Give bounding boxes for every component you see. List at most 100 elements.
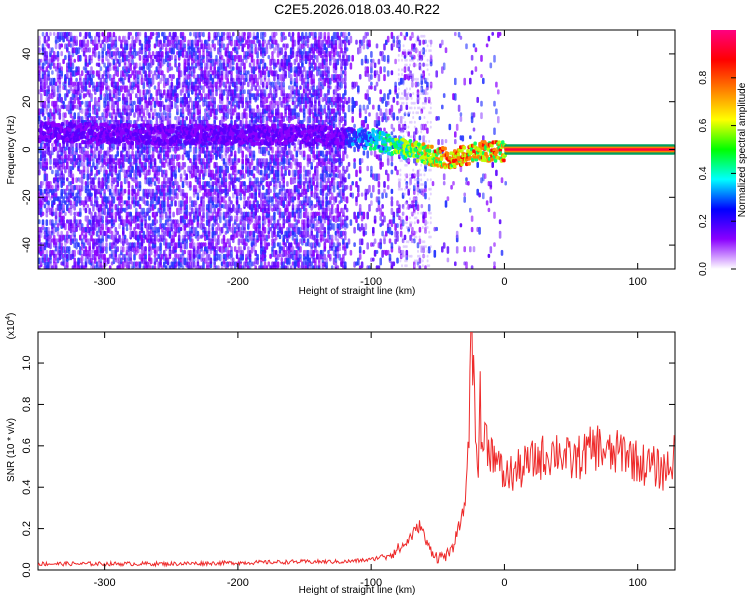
heatmap-cell xyxy=(101,142,104,151)
heatmap-cell xyxy=(133,112,136,118)
heatmap-cell xyxy=(39,58,43,63)
heatmap-cell xyxy=(166,77,170,86)
heatmap-cell xyxy=(56,104,60,111)
heatmap-cell xyxy=(44,269,47,273)
heatmap-cell xyxy=(274,249,278,255)
heatmap-cell xyxy=(95,161,99,170)
heatmap-cell xyxy=(267,54,271,60)
heatmap-cells xyxy=(38,31,675,277)
heatmap-cell xyxy=(66,238,69,244)
heatmap-cell xyxy=(269,181,272,186)
heatmap-cell xyxy=(254,265,257,269)
heatmap-cell xyxy=(126,269,129,274)
heatmap-cell xyxy=(116,246,119,253)
heatmap-cell xyxy=(289,161,293,170)
heatmap-cell xyxy=(299,85,302,90)
heatmap-cell xyxy=(73,257,76,263)
heatmap-cell xyxy=(215,269,218,276)
heatmap-cell xyxy=(71,173,75,181)
heatmap-cell xyxy=(47,96,50,104)
heatmap-cell xyxy=(182,269,185,275)
heatmap-cell xyxy=(73,58,76,63)
heatmap-cell xyxy=(52,249,56,256)
heatmap-cell xyxy=(90,200,93,207)
heatmap-cell xyxy=(261,81,265,88)
heatmap-cell xyxy=(295,234,299,243)
heatmap-cell xyxy=(140,43,144,51)
heatmap-cell xyxy=(138,70,142,75)
heatmap-cell xyxy=(110,169,114,178)
heatmap-cell xyxy=(146,269,149,275)
heatmap-cell xyxy=(80,108,84,115)
heatmap-cell xyxy=(92,74,95,79)
heatmap-cell xyxy=(64,85,67,91)
heatmap-cell xyxy=(73,269,76,274)
heatmap-cell xyxy=(241,249,244,256)
heatmap-cell xyxy=(284,70,287,77)
heatmap-cell xyxy=(133,100,136,106)
heatmap-cell xyxy=(105,242,108,248)
heatmap-cell xyxy=(60,269,63,276)
heatmap-cell xyxy=(210,269,213,274)
heatmap-cell xyxy=(69,169,73,174)
heatmap-cell xyxy=(133,269,136,273)
heatmap-cell xyxy=(245,112,248,120)
heatmap-cell xyxy=(193,269,196,277)
heatmap-cell xyxy=(94,51,97,58)
heatmap-cell xyxy=(49,31,52,37)
heatmap-cell xyxy=(73,230,76,238)
heatmap-cell xyxy=(122,116,125,123)
heatmap-cell xyxy=(149,257,153,265)
heatmap-cell xyxy=(252,108,256,113)
heatmap-cell xyxy=(159,39,162,45)
heatmap-cell xyxy=(67,89,71,94)
heatmap-cell xyxy=(243,173,246,179)
heatmap-cell xyxy=(233,150,237,158)
heatmap-cell xyxy=(185,116,188,121)
heatmap-cell xyxy=(84,85,88,92)
heatmap-cell xyxy=(58,77,62,85)
heatmap-cell xyxy=(228,184,231,192)
heatmap-cell xyxy=(176,93,179,98)
heatmap-cell xyxy=(273,269,276,276)
heatmap-cell xyxy=(79,249,82,256)
heatmap-cell xyxy=(224,181,228,189)
heatmap-cell xyxy=(202,269,205,276)
heatmap-cell xyxy=(149,100,153,106)
heatmap-cell xyxy=(71,146,75,152)
heatmap-cell xyxy=(62,100,65,106)
heatmap-cell xyxy=(230,246,233,252)
heatmap-cell xyxy=(92,269,95,274)
heatmap-cell xyxy=(230,200,233,205)
heatmap-cell xyxy=(185,204,188,209)
heatmap-cell xyxy=(202,211,205,219)
heatmap-cell xyxy=(47,192,50,198)
heatmap-cell xyxy=(219,211,222,217)
heatmap-cell xyxy=(291,204,295,211)
heatmap-cell xyxy=(107,257,110,265)
heatmap-cell xyxy=(170,100,174,108)
heatmap-cell xyxy=(114,215,118,223)
heatmap-cell xyxy=(112,196,116,204)
heatmap-cell xyxy=(107,58,110,65)
heatmap-cell xyxy=(284,35,287,40)
heatmap-cell xyxy=(110,230,114,236)
heatmap-cell xyxy=(263,89,267,98)
heatmap-cell xyxy=(97,100,101,108)
heatmap-cell xyxy=(51,142,54,147)
heatmap-cell xyxy=(64,150,67,156)
heatmap-cell xyxy=(155,219,159,224)
heatmap-cell xyxy=(95,43,99,51)
heatmap-cell xyxy=(252,58,256,67)
heatmap-cell xyxy=(88,100,91,108)
heatmap-cell xyxy=(276,43,280,48)
heatmap-cell xyxy=(174,200,177,207)
heatmap-cell xyxy=(77,66,80,72)
heatmap-cell xyxy=(250,43,254,49)
heatmap-cell xyxy=(58,112,62,120)
heatmap-cell xyxy=(64,188,67,195)
heatmap-cell xyxy=(86,223,90,229)
heatmap-cell xyxy=(97,70,101,79)
heatmap-cell xyxy=(79,142,82,149)
heatmap-cell xyxy=(234,269,237,275)
